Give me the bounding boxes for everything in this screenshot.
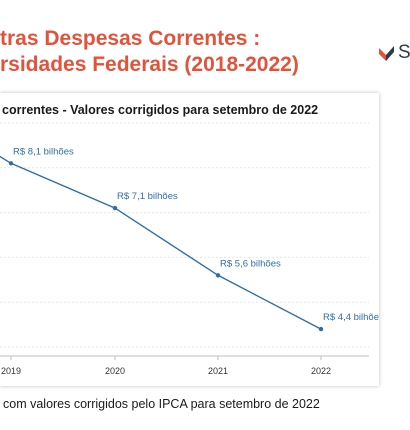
- x-axis: 2019 2020 2021 2022: [0, 355, 369, 376]
- data-label: R$ 8,1 bilhões: [13, 146, 74, 157]
- data-point: [318, 326, 324, 332]
- data-label-layer: R$ 8,1 bilhões R$ 7,1 bilhões R$ 5,6 bilhõ…: [13, 146, 379, 323]
- data-point: [112, 205, 118, 211]
- logo-text: S: [398, 42, 410, 63]
- data-point: [215, 273, 221, 278]
- x-tick-label: 2021: [208, 366, 228, 376]
- data-point: [8, 161, 14, 166]
- x-tick-label: 2022: [311, 366, 331, 376]
- data-label: R$ 7,1 bilhões: [117, 191, 178, 202]
- slide-title-line1: tras Despesas Correntes :: [0, 27, 261, 50]
- data-label: R$ 4,4 bilhõe: [323, 312, 379, 323]
- x-tick-label: 2019: [1, 366, 21, 376]
- logo-icon: [379, 46, 394, 61]
- chart-title: correntes - Valores corrigidos para sete…: [2, 103, 318, 117]
- line-chart: correntes - Valores corrigidos para sete…: [0, 103, 379, 376]
- grid-layer: [0, 122, 369, 348]
- slide-title-line2: rsidades Federais (2018-2022): [0, 53, 299, 76]
- series-layer: [0, 155, 324, 332]
- series-line: [0, 155, 322, 330]
- slide-title: tras Despesas Correntes : rsidades Feder…: [0, 26, 299, 78]
- footnote: com valores corrigidos pelo IPCA para se…: [3, 397, 320, 411]
- data-label: R$ 5,6 bilhões: [220, 258, 281, 269]
- brand-logo: S: [378, 42, 410, 64]
- x-tick-label: 2020: [105, 366, 125, 376]
- chart-card: correntes - Valores corrigidos para sete…: [0, 93, 379, 386]
